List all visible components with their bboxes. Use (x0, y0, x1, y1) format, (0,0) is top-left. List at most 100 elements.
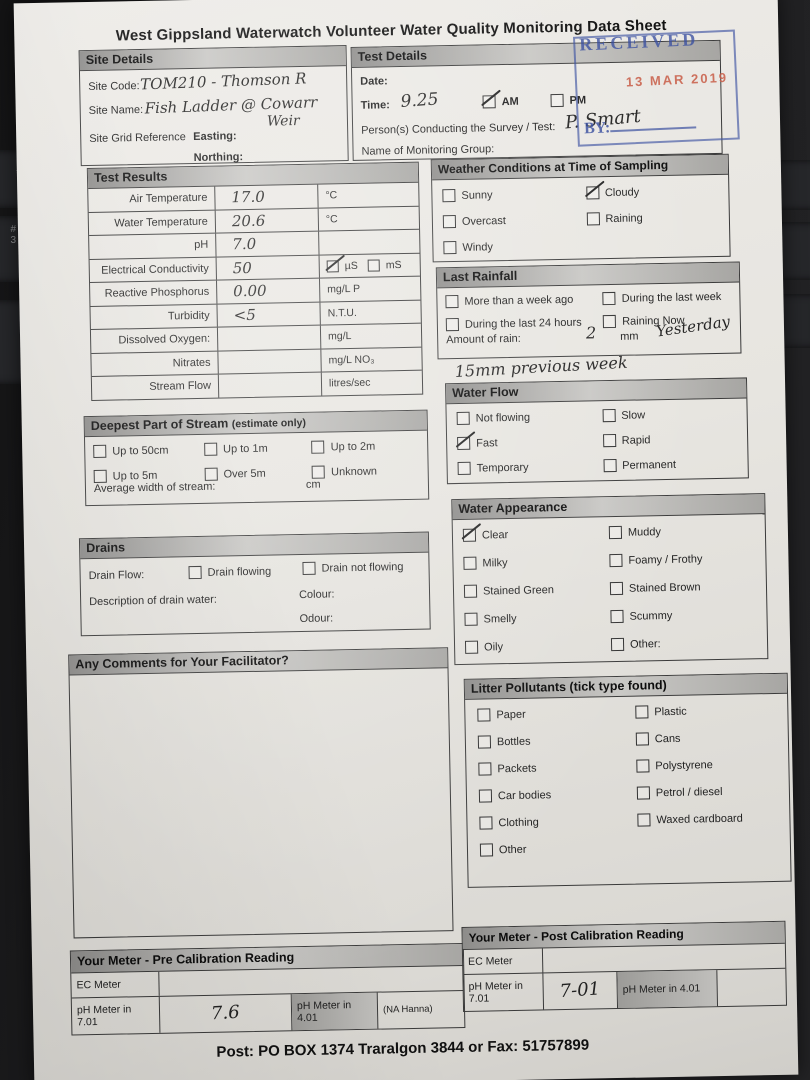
checkbox-cans[interactable]: Cans (635, 730, 776, 746)
checkbox-other-litter[interactable]: Other (479, 841, 638, 857)
checkbox-bottles[interactable]: Bottles (477, 733, 636, 749)
checkbox-icon (367, 259, 380, 272)
checkbox-cloudy[interactable]: Cloudy (585, 184, 719, 200)
checkbox-label: Not flowing (475, 411, 531, 425)
ph4-value[interactable] (717, 969, 786, 1006)
checkbox-icon (477, 735, 492, 749)
checkbox-during-last-week[interactable]: During the last week (602, 290, 732, 306)
result-unit: N.T.U. (327, 306, 357, 320)
checkbox-milky[interactable]: Milky (463, 554, 609, 570)
checkbox-foamy-frothy[interactable]: Foamy / Frothy (609, 551, 755, 568)
checkbox-rapid[interactable]: Rapid (602, 432, 738, 448)
checkbox-stained-brown[interactable]: Stained Brown (609, 579, 756, 596)
checkbox-oily[interactable]: Oily (464, 638, 611, 654)
received-stamp: RECEIVED 13 MAR 2019 BY: (572, 29, 740, 147)
checkbox-smelly[interactable]: Smelly (464, 610, 610, 626)
checkbox-petrol-diesel[interactable]: Petrol / diesel (636, 784, 777, 800)
checkbox-label: Polystyrene (655, 758, 713, 772)
checkbox-other-appearance[interactable]: Other: (610, 635, 757, 652)
key-label: # 3 (10, 224, 16, 246)
checkbox-slow[interactable]: Slow (602, 407, 737, 423)
checkbox-fast[interactable]: Fast (457, 434, 603, 450)
date-label: Date: (360, 75, 388, 88)
result-value: <5 (233, 305, 256, 325)
checkbox-label: Smelly (483, 612, 517, 626)
avg-width-label: Average width of stream: (93, 480, 216, 495)
checkbox-icon (203, 442, 218, 456)
drain-flow-label: Drain Flow: (88, 569, 145, 583)
checkbox-label: Up to 50cm (112, 444, 169, 458)
checkbox-sunny[interactable]: Sunny (442, 186, 586, 203)
ph7-label: pH Meter in 7.01 (71, 996, 161, 1035)
checkbox-icon (603, 458, 617, 473)
checkbox-microsiemens[interactable]: µS (326, 260, 358, 273)
checkbox-over-5m[interactable]: Over 5m (204, 466, 312, 481)
checkbox-clothing[interactable]: Clothing (479, 814, 637, 830)
ec-meter-value[interactable] (543, 944, 785, 973)
checkbox-label: Petrol / diesel (655, 785, 723, 799)
checkbox-more-than-week[interactable]: More than a week ago (445, 292, 603, 309)
drain-odour-label: Odour: (299, 612, 334, 626)
checkbox-label: Sunny (461, 188, 493, 202)
checkbox-icon (609, 581, 624, 596)
ph7-value: 7.6 (159, 994, 293, 1033)
grid-reference-label: Site Grid Reference (89, 131, 186, 146)
checkbox-up-to-2m[interactable]: Up to 2m (311, 439, 420, 454)
result-unit: °C (325, 213, 338, 226)
checkbox-muddy[interactable]: Muddy (608, 523, 755, 540)
header-suffix: (estimate only) (231, 416, 307, 431)
checkbox-label: Over 5m (223, 467, 266, 480)
checkbox-icon (637, 813, 651, 827)
checkbox-label: Windy (462, 240, 494, 254)
checkbox-label: Paper (496, 708, 526, 721)
checkbox-car-bodies[interactable]: Car bodies (478, 787, 637, 803)
ph4-label: pH Meter in 4.01 (291, 992, 379, 1031)
checkbox-millisiemens[interactable]: mS (367, 259, 402, 272)
person-label: Person(s) Conducting the Survey / Test: (361, 121, 556, 137)
checkbox-windy[interactable]: Windy (443, 238, 587, 255)
checkbox-during-24h[interactable]: During the last 24 hours (445, 315, 604, 332)
checkbox-not-flowing[interactable]: Not flowing (456, 409, 603, 426)
checkbox-label: Rapid (621, 433, 651, 447)
checkbox-paper[interactable]: Paper (477, 706, 635, 722)
comments-blank-area[interactable] (70, 668, 453, 957)
result-value: 0.00 (233, 281, 267, 301)
section-site-details: Site Details Site Code: TOM210 - Thomson… (78, 45, 349, 167)
checkbox-icon (302, 561, 316, 575)
checkbox-polystyrene[interactable]: Polystyrene (636, 757, 776, 773)
checkbox-clear[interactable]: Clear (462, 526, 609, 542)
checkbox-drain-flowing[interactable]: Drain flowing (188, 565, 271, 580)
checkbox-permanent[interactable]: Permanent (603, 457, 738, 473)
checkbox-temporary[interactable]: Temporary (457, 459, 604, 475)
result-value: 20.6 (231, 211, 266, 231)
checkbox-icon (462, 528, 477, 542)
checkbox-stained-green[interactable]: Stained Green (463, 582, 610, 598)
checkbox-label: Fast (476, 436, 498, 450)
checkbox-label: Temporary (476, 461, 529, 475)
checkbox-label: Packets (497, 762, 537, 775)
checkbox-label: Oily (483, 640, 504, 654)
checkbox-raining[interactable]: Raining (586, 210, 719, 226)
result-label: Reactive Phosphorus (90, 280, 218, 306)
checkbox-icon (636, 759, 650, 773)
section-litter: Litter Pollutants (tick type found) Pape… (463, 672, 792, 888)
checkbox-plastic[interactable]: Plastic (635, 703, 775, 719)
checkbox-packets[interactable]: Packets (478, 760, 636, 776)
checkbox-label: During the last week (621, 290, 722, 305)
result-unit: mg/L NO₃ (328, 353, 375, 367)
checkbox-icon (602, 433, 616, 448)
checkbox-overcast[interactable]: Overcast (442, 212, 587, 229)
checkbox-drain-not-flowing[interactable]: Drain not flowing (302, 560, 404, 575)
checkbox-up-to-1m[interactable]: Up to 1m (203, 441, 312, 456)
checkbox-waxed-cardboard[interactable]: Waxed cardboard (637, 811, 777, 827)
checkbox-scummy[interactable]: Scummy (610, 607, 756, 624)
checkbox-up-to-50cm[interactable]: Up to 50cm (93, 443, 204, 458)
result-value: 50 (232, 258, 253, 278)
checkbox-icon (442, 188, 456, 203)
checkbox-am[interactable]: AM (482, 95, 519, 109)
checkbox-unknown[interactable]: Unknown (311, 464, 420, 479)
stamp-date: 13 MAR 2019 (625, 69, 729, 90)
checkbox-icon (585, 186, 600, 200)
result-label: Turbidity (90, 304, 218, 330)
section-last-rainfall: Last Rainfall More than a week ago Durin… (435, 261, 742, 360)
